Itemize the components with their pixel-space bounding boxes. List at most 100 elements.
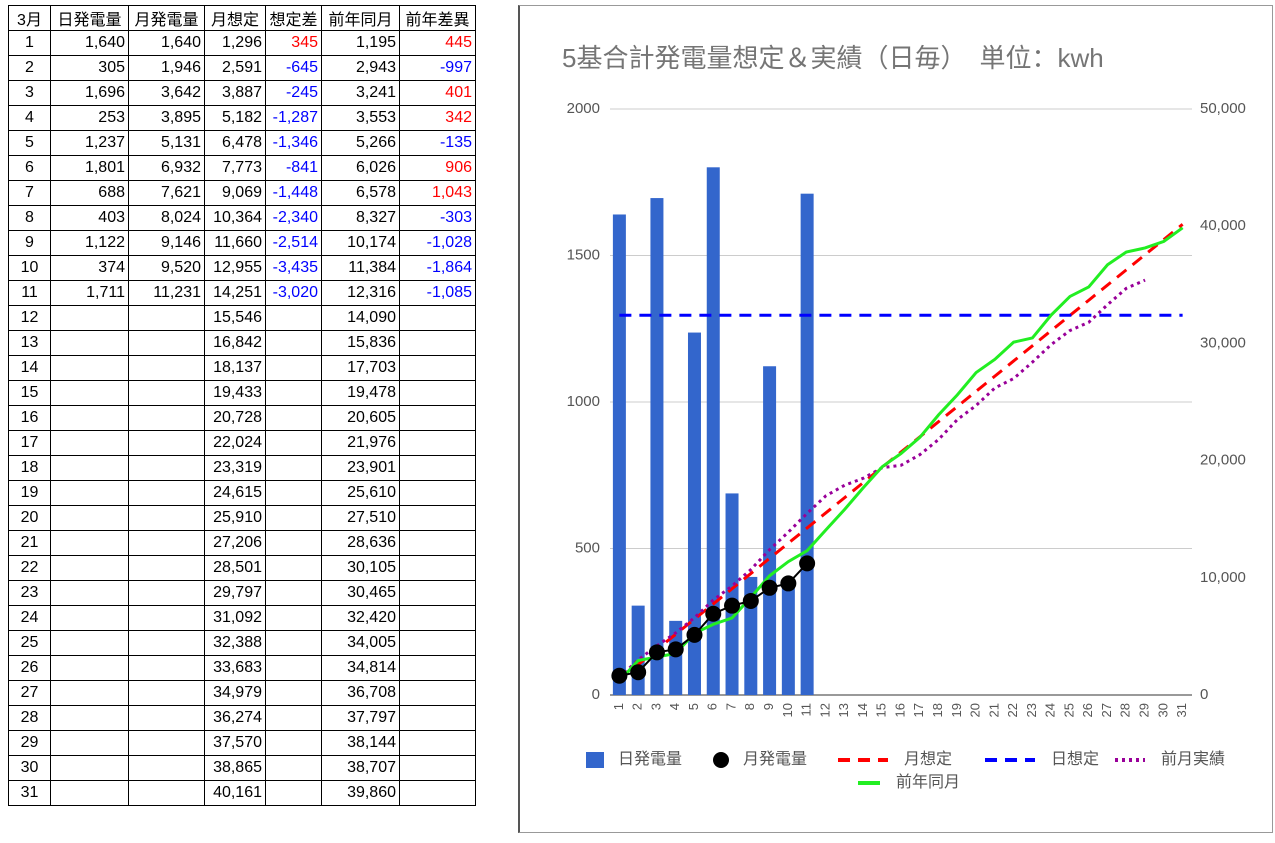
x-tick-label: 30 [1155, 703, 1170, 717]
table-cell [50, 580, 129, 606]
header-cell: 想定差 [265, 5, 322, 31]
y-tick-label: 1500 [567, 246, 600, 263]
table-cell [128, 780, 205, 806]
table-cell [128, 755, 205, 781]
legend-label: 月発電量 [743, 750, 807, 768]
table-row: 27 34,979 36,708 [8, 680, 476, 706]
y2-tick-label: 50,000 [1200, 100, 1246, 117]
bar [800, 193, 814, 695]
table-cell: 1,122 [50, 230, 129, 256]
table-cell [399, 480, 476, 506]
legend-label: 月想定 [904, 750, 952, 768]
table-cell [399, 630, 476, 656]
marker [742, 592, 759, 609]
table-cell: 6,478 [204, 130, 266, 156]
table-cell: 7,621 [128, 180, 205, 206]
table-cell: 34,814 [321, 655, 400, 681]
header-cell: 月想定 [204, 5, 266, 31]
table-row: 17 22,024 21,976 [8, 430, 476, 456]
table-row: 4 253 3,895 5,182 -1,287 3,553 342 [8, 105, 476, 131]
table-cell [50, 380, 129, 406]
table-cell [50, 430, 129, 456]
table-cell [399, 780, 476, 806]
table-cell: 20,605 [321, 405, 400, 431]
table-cell: 37,570 [204, 730, 266, 756]
table-cell [128, 330, 205, 356]
bar [650, 198, 664, 695]
legend-swatch [713, 752, 729, 768]
table-cell [399, 605, 476, 631]
legend-label: 日想定 [1051, 750, 1099, 768]
x-tick-label: 25 [1061, 703, 1076, 717]
legend-label: 前年同月 [896, 773, 960, 791]
table-row: 5 1,237 5,131 6,478 -1,346 5,266 -135 [8, 130, 476, 156]
y2-tick-label: 40,000 [1200, 217, 1246, 234]
table-cell: 37,797 [321, 705, 400, 731]
table-cell: 11,660 [204, 230, 266, 256]
y2-tick-label: 20,000 [1200, 452, 1246, 469]
marker [667, 641, 684, 658]
table-cell: 36,708 [321, 680, 400, 706]
x-tick-label: 11 [799, 703, 814, 717]
table-row: 15 19,433 19,478 [8, 380, 476, 406]
table-cell: 24 [8, 605, 51, 631]
table-cell: 4 [8, 105, 51, 131]
table-cell: 19,433 [204, 380, 266, 406]
table-cell [128, 530, 205, 556]
table-cell [265, 305, 322, 331]
table-cell [128, 430, 205, 456]
table-cell: 6,578 [321, 180, 400, 206]
x-tick-label: 26 [1080, 703, 1095, 717]
y-tick-label: 1000 [567, 393, 600, 410]
table-cell [399, 355, 476, 381]
bar [781, 585, 795, 695]
table-cell: 27,206 [204, 530, 266, 556]
table-cell [50, 755, 129, 781]
table-cell [128, 580, 205, 606]
bar [687, 332, 701, 695]
table-row: 19 24,615 25,610 [8, 480, 476, 506]
table-cell [265, 480, 322, 506]
table-cell [128, 480, 205, 506]
table-cell: 26 [8, 655, 51, 681]
table-cell: -997 [399, 55, 476, 81]
table-cell [50, 530, 129, 556]
table-cell: 15,836 [321, 330, 400, 356]
table-cell [265, 405, 322, 431]
table-cell: 10 [8, 255, 51, 281]
table-cell: -1,028 [399, 230, 476, 256]
table-cell: 1,946 [128, 55, 205, 81]
table-cell: 5,266 [321, 130, 400, 156]
table-cell: 24,615 [204, 480, 266, 506]
table-cell [399, 530, 476, 556]
x-tick-label: 14 [855, 703, 870, 717]
x-tick-label: 29 [1137, 703, 1152, 717]
marker [799, 555, 816, 572]
table-cell: 6,026 [321, 155, 400, 181]
table-cell [128, 355, 205, 381]
table-cell: 305 [50, 55, 129, 81]
table-cell [50, 705, 129, 731]
table-cell: 18,137 [204, 355, 266, 381]
x-tick-label: 12 [817, 703, 832, 717]
table-cell: 1,640 [50, 30, 129, 56]
x-tick-label: 4 [667, 703, 682, 710]
table-cell: 18 [8, 455, 51, 481]
table-cell [128, 705, 205, 731]
table-cell: 17 [8, 430, 51, 456]
table-cell: 38,865 [204, 755, 266, 781]
x-tick-label: 5 [686, 703, 701, 710]
table-cell: 1,711 [50, 280, 129, 306]
table-cell [265, 755, 322, 781]
table-row: 11 1,711 11,231 14,251 -3,020 12,316 -1,085 [8, 280, 476, 306]
table-cell: 23,901 [321, 455, 400, 481]
table-cell: 25 [8, 630, 51, 656]
table-cell: 30 [8, 755, 51, 781]
table-cell: 16,842 [204, 330, 266, 356]
marker [648, 644, 665, 661]
table-cell [399, 730, 476, 756]
table-cell [265, 380, 322, 406]
x-tick-label: 16 [892, 703, 907, 717]
table-cell [265, 455, 322, 481]
